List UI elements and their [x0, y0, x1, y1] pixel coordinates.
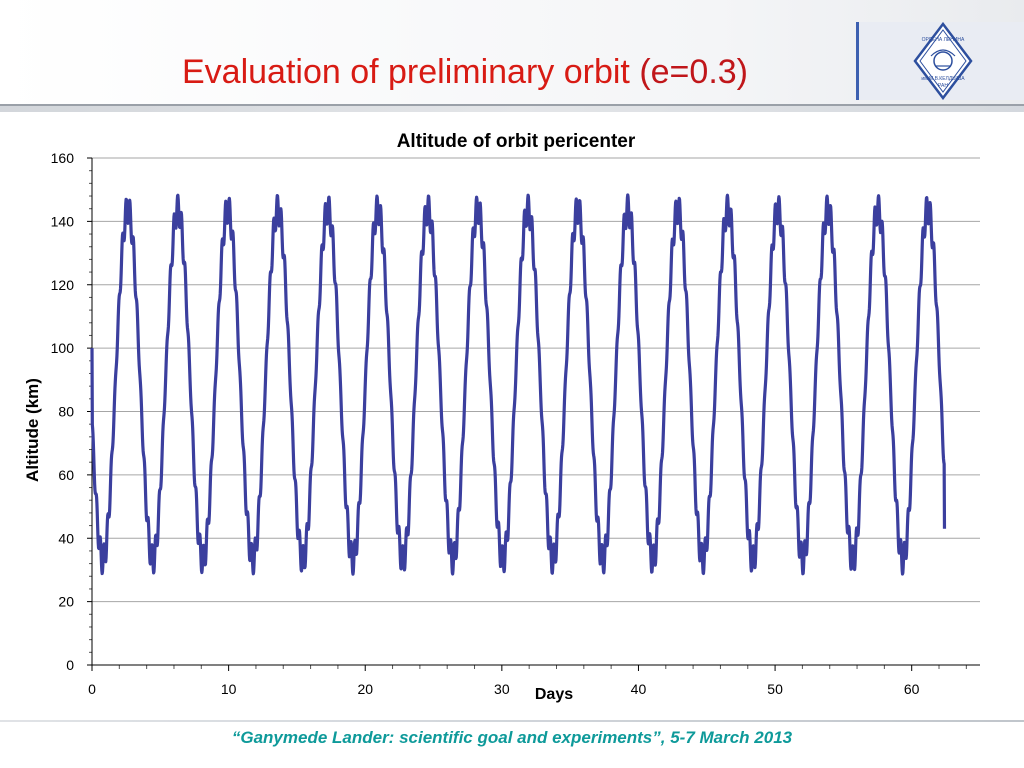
slide-title: Evaluation of preliminary orbit (e=0.3) — [0, 52, 930, 92]
logo-bottom-text: им.М.В.КЕЛДЫША — [921, 76, 965, 82]
y-tick-label: 60 — [58, 467, 74, 483]
y-tick-label: 120 — [51, 277, 75, 293]
chart-panel: 0 20 40 60 80 100 120 140 160 0 10 20 30 40 50 60 Alti… — [0, 112, 1024, 720]
logo-ran-text: РАН — [938, 83, 948, 89]
x-tick-label: 50 — [767, 681, 783, 697]
altitude-chart: 0 20 40 60 80 100 120 140 160 0 10 20 30 40 50 60 Alti… — [23, 131, 980, 703]
x-tick-labels: 0 10 20 30 40 50 60 — [88, 681, 920, 697]
footer-caption: “Ganymede Lander: scientific goal and ex… — [231, 728, 793, 747]
logo-top-text: ОРДЕНА ЛЕНИНА — [922, 37, 965, 43]
series-line — [90, 193, 947, 576]
minor-ticks — [89, 170, 967, 671]
y-tick-label: 80 — [58, 404, 74, 420]
y-tick-label: 140 — [51, 213, 75, 229]
x-axis-label: Days — [535, 686, 573, 703]
x-tick-label: 40 — [631, 681, 647, 697]
y-tick-label: 160 — [51, 150, 75, 166]
slide-title-main: Evaluation of preliminary orbit — [181, 53, 630, 91]
x-tick-label: 30 — [494, 681, 510, 697]
y-tick-label: 100 — [51, 340, 75, 356]
chart-title: Altitude of orbit pericenter — [397, 131, 636, 152]
header-band — [0, 0, 1024, 106]
x-tick-label: 20 — [357, 681, 373, 697]
institute-logo-emblem: ОРДЕНА ЛЕНИНА им.М.В.КЕЛДЫША РАН — [913, 21, 973, 101]
institute-logo: ОРДЕНА ЛЕНИНА им.М.В.КЕЛДЫША РАН — [856, 21, 1024, 101]
y-tick-label: 40 — [58, 530, 74, 546]
x-tick-label: 60 — [904, 681, 920, 697]
x-tick-label: 10 — [221, 681, 237, 697]
y-tick-label: 0 — [66, 657, 74, 673]
y-axis-label: Altitude (km) — [23, 378, 42, 482]
footer-band — [0, 722, 1024, 768]
grid-lines — [87, 157, 980, 666]
y-tick-labels: 0 20 40 60 80 100 120 140 160 — [51, 150, 75, 673]
y-tick-label: 20 — [58, 594, 74, 610]
x-tick-label: 0 — [88, 681, 96, 697]
slide-title-sub: (e=0.3) — [639, 53, 749, 91]
